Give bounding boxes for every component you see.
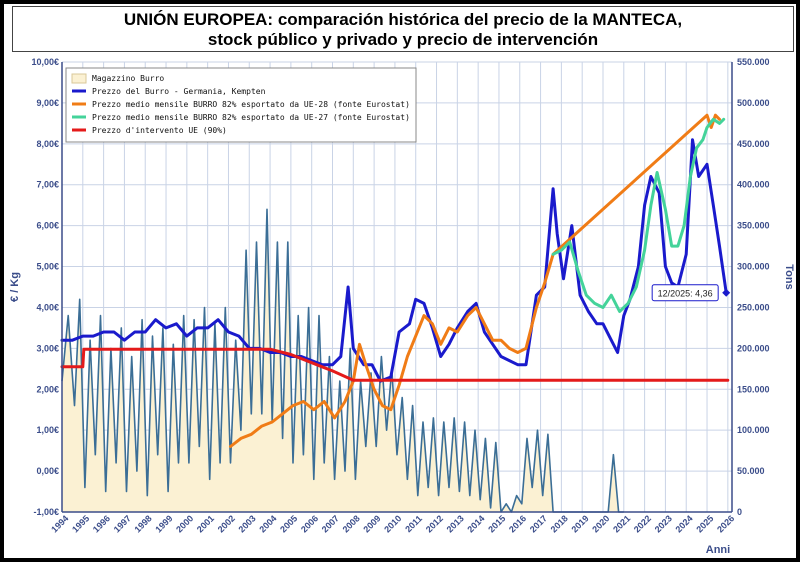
x-tick-label: 2005 [278, 513, 299, 534]
x-axis-label: Anni [706, 544, 730, 556]
x-tick-label: 2003 [237, 513, 258, 534]
y2-tick-label: 250.000 [737, 302, 770, 312]
y-tick-label: 7,00€ [36, 180, 59, 190]
x-tick-label: 2008 [341, 513, 362, 534]
legend-entry: Magazzino Burro [92, 74, 164, 83]
y2-axis-label: Tons [783, 264, 795, 289]
x-tick-label: 1997 [112, 513, 133, 534]
x-tick-label: 2000 [174, 513, 195, 534]
legend-swatch [71, 73, 87, 84]
y2-tick-label: 550.000 [737, 57, 770, 67]
series-line-stock [61, 208, 624, 513]
x-tick-label: 2007 [320, 513, 341, 534]
x-tick-label: 2020 [590, 513, 611, 534]
x-tick-label: 1999 [153, 513, 174, 534]
y2-tick-label: 200.000 [737, 343, 770, 353]
y2-tick-label: 500.000 [737, 98, 770, 108]
x-tick-label: 2013 [445, 513, 466, 534]
annotation-box [651, 284, 719, 302]
x-tick-label: 2009 [361, 513, 382, 534]
series-line-2 [229, 113, 721, 448]
legend-entry: Prezzo d'intervento UE (90%) [92, 126, 227, 135]
y-tick-label: 6,00€ [36, 221, 59, 231]
x-tick-label: 2006 [299, 513, 320, 534]
x-tick-label: 1995 [70, 513, 91, 534]
x-tick-label: 2025 [694, 513, 715, 534]
y-tick-label: 4,00€ [36, 302, 59, 312]
x-tick-label: 2018 [549, 513, 570, 534]
legend-box [65, 67, 417, 143]
y-tick-label: 10,00€ [31, 57, 59, 67]
y-tick-label: 1,00€ [36, 425, 59, 435]
y2-tick-label: 400.000 [737, 180, 770, 190]
x-tick-label: 2015 [486, 513, 507, 534]
x-tick-label: 2002 [216, 513, 237, 534]
y-tick-label: 2,00€ [36, 384, 59, 394]
chart-title-line-1: UNIÓN EUROPEA: comparación histórica del… [123, 10, 683, 29]
x-tick-label: 2016 [507, 513, 528, 534]
x-tick-label: 1996 [91, 513, 112, 534]
x-tick-label: 2017 [528, 513, 549, 534]
y-tick-label: 5,00€ [36, 262, 59, 272]
x-tick-label: 2026 [715, 513, 736, 534]
y2-tick-label: 300.000 [737, 262, 770, 272]
y2-tick-label: 450.000 [737, 139, 770, 149]
x-tick-label: 2022 [632, 513, 653, 534]
y-tick-label: 8,00€ [36, 139, 59, 149]
annotation-label: 12/2025: 4,36 [658, 289, 713, 299]
y2-tick-label: 50.000 [737, 466, 765, 476]
x-tick-label: 2019 [569, 513, 590, 534]
annotation-marker [722, 288, 731, 297]
x-tick-label: 2001 [195, 513, 216, 534]
legend-entry: Prezzo del Burro - Germania, Kempten [92, 87, 266, 96]
x-tick-label: 2004 [257, 513, 278, 534]
series-area-fill [62, 209, 624, 513]
x-tick-label: 2010 [382, 513, 403, 534]
chart-title-box: UNIÓN EUROPEA: comparación histórica del… [12, 6, 794, 52]
series-line-1 [60, 138, 728, 383]
legend-entry: Prezzo medio mensile BURRO 82% esportato… [92, 100, 410, 109]
y-axis-label: € / Kg [9, 272, 21, 302]
series-line-3 [551, 117, 726, 313]
y-tick-label: -1,00€ [33, 507, 59, 517]
x-tick-label: 2023 [653, 513, 674, 534]
x-tick-label: 2021 [611, 513, 632, 534]
x-tick-label: 2014 [465, 513, 486, 534]
series-line-4 [60, 347, 730, 382]
y2-tick-label: 350.000 [737, 221, 770, 231]
chart-title-line-2: stock público y privado y precio de inte… [207, 30, 599, 49]
y-tick-label: 3,00€ [36, 343, 59, 353]
y2-tick-label: 0 [737, 507, 742, 517]
x-tick-label: 2012 [424, 513, 445, 534]
x-tick-label: 2011 [403, 513, 424, 534]
y-tick-label: 9,00€ [36, 98, 59, 108]
x-tick-label: 1998 [132, 513, 153, 534]
y-tick-label: 0,00€ [36, 466, 59, 476]
y2-tick-label: 150.000 [737, 384, 770, 394]
legend-entry: Prezzo medio mensile BURRO 82% esportato… [92, 113, 410, 122]
x-tick-label: 2024 [673, 513, 694, 534]
y2-tick-label: 100.000 [737, 425, 770, 435]
